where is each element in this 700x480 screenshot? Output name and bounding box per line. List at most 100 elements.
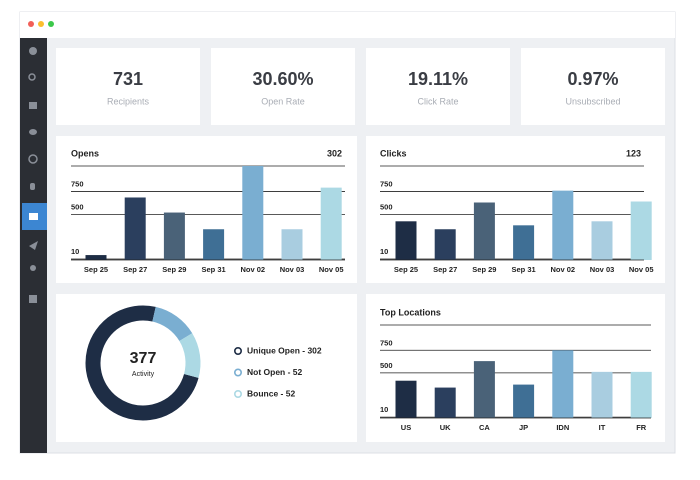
stat-card [521,48,665,125]
bar [513,225,535,260]
x-tick-label: Sep 29 [472,265,496,274]
y-tick-label: 10 [380,247,388,256]
bar [85,255,107,260]
donut-segment [152,306,193,342]
y-tick-label: 750 [380,180,393,189]
center-label: Activity [132,371,155,378]
bar [395,221,417,260]
x-tick-label: UK [440,423,451,432]
x-tick-label: IT [599,423,606,432]
x-tick-label: CA [479,423,490,432]
icon-dashboard[interactable] [29,47,37,55]
x-tick-label: US [401,423,411,432]
bar [591,221,613,260]
donut-segment [179,333,201,378]
stat-card [211,48,355,125]
clicks-card [366,136,665,283]
bar [434,387,456,418]
x-tick-label: FR [636,423,647,432]
x-tick-label: IDN [556,423,569,432]
x-tick-label: JP [519,423,528,432]
chart-title: Top Locations [380,307,441,317]
x-tick-label: Sep 25 [84,265,108,274]
legend-marker [234,368,243,377]
legend-label: Unique Open - 302 [247,345,322,355]
legend-label: Bounce - 52 [247,388,295,398]
stat-card [56,48,200,125]
bar [124,197,146,260]
y-tick-label: 750 [380,338,393,347]
y-tick-label: 10 [380,405,388,414]
bar [552,350,574,418]
bar [473,361,495,418]
bar [203,229,225,260]
y-tick-label: 750 [71,180,84,189]
x-tick-label: Sep 27 [433,265,457,274]
bar [473,202,495,260]
icon-phone[interactable] [30,183,35,190]
x-tick-label: Nov 02 [240,265,265,274]
opens-card [56,136,357,283]
icon-search[interactable] [28,73,36,81]
maximize-button[interactable] [48,21,54,27]
bar [281,229,303,260]
stat-label: Unsubscribed [565,96,620,106]
icon-mention[interactable] [28,154,38,164]
chart-total: 302 [327,148,342,158]
y-tick-label: 500 [380,202,393,211]
x-tick-label: Nov 02 [550,265,575,274]
bar [630,371,652,418]
x-tick-label: Sep 27 [123,265,147,274]
icon-mail[interactable] [29,213,38,220]
bar [242,166,264,260]
x-tick-label: Nov 03 [280,265,305,274]
x-tick-label: Sep 31 [202,265,226,274]
bar [591,371,613,418]
icon-stats[interactable] [29,102,37,109]
y-tick-label: 500 [71,202,84,211]
activity-card [56,294,357,442]
icon-calendar[interactable] [29,295,37,303]
legend-label: Not Open - 52 [247,367,303,377]
stat-label: Open Rate [261,96,305,106]
x-tick-label: Nov 03 [590,265,615,274]
x-tick-label: Sep 29 [162,265,186,274]
y-tick-label: 10 [71,247,79,256]
sidebar-icons [28,47,38,303]
legend-marker [234,389,243,398]
chart-title: Opens [71,148,99,158]
stat-value: 19.11% [408,69,468,89]
icon-send[interactable] [29,241,38,250]
x-tick-label: Nov 05 [319,265,344,274]
title-bar [20,12,675,38]
minimize-button[interactable] [38,21,44,27]
bar [395,380,417,418]
stat-value: 0.97% [567,69,618,89]
bar [163,212,185,260]
stat-value: 731 [113,69,143,89]
cards [56,48,665,442]
stat-card [366,48,510,125]
x-tick-label: Nov 05 [629,265,654,274]
bar [434,229,456,260]
bar [552,190,574,260]
stat-label: Recipients [107,96,150,106]
bar [513,384,535,418]
x-tick-label: Sep 25 [394,265,418,274]
x-tick-label: Sep 31 [512,265,536,274]
stat-label: Click Rate [417,96,458,106]
icon-user[interactable] [30,265,36,271]
stat-value: 30.60% [252,69,313,89]
icon-chat[interactable] [29,129,37,135]
chart-title: Clicks [380,148,407,158]
close-button[interactable] [28,21,34,27]
bar [320,187,342,260]
donut-segment [85,305,199,421]
center-value: 377 [130,350,157,367]
y-tick-label: 500 [380,361,393,370]
legend-marker [234,346,243,355]
bar [630,201,652,260]
chart-total: 123 [626,148,641,158]
